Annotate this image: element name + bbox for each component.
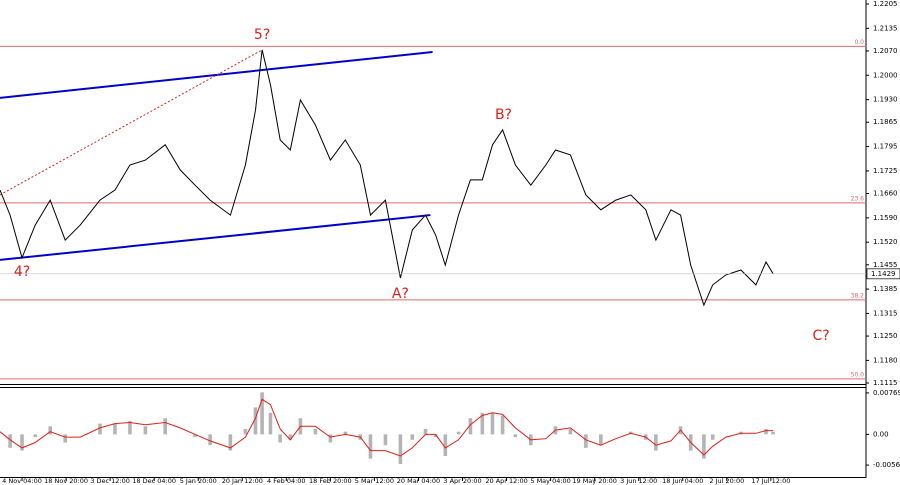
y-tick-label: 1.1250 [873,332,898,340]
y-tick-label: 1.1180 [873,356,898,364]
osc-bar [163,418,167,435]
y-tick-label: 1.1795 [873,143,898,151]
y-tick-label: 1.1660 [873,190,898,198]
osc-bar [143,426,148,435]
osc-bar [260,392,264,435]
y-tick-label: 1.2070 [873,47,898,55]
osc-bar [268,412,273,435]
osc-bar [33,434,38,438]
wave-label: C? [812,328,829,344]
current-price-box [866,268,900,280]
osc-bar [368,434,373,459]
osc-bar [48,426,53,435]
y-tick-label: 1.2000 [873,71,898,79]
y-tick-label: 1.1385 [873,285,898,293]
osc-bar [410,434,415,440]
osc-bar [702,434,706,459]
osc-bar [63,434,67,443]
osc-bar [328,434,333,443]
x-tick-label: 20 Mar 04:00 [397,477,440,485]
trendline [0,49,263,196]
y-tick-label: 1.1930 [873,96,898,104]
x-tick-label: 3 Apr 20:00 [443,477,481,485]
osc-bar [193,434,197,438]
osc-bar [764,428,768,435]
fib-level-label: 0.0 [854,39,864,46]
osc-bar [433,434,438,438]
osc-bar [513,434,518,438]
osc-bar [8,434,12,448]
x-tick-label: 18 Nov 20:00 [44,477,88,485]
x-tick-label: 18 Feb 20:00 [309,477,352,485]
x-tick-label: 20 Apr 12:00 [485,477,527,485]
osc-bar [113,423,117,435]
osc-y-tick-label: -0.00569 [873,461,900,469]
osc-bar [343,431,348,435]
osc-bar [480,412,485,435]
osc-bar [468,418,473,435]
current-price-label: 1.1429 [871,270,896,278]
x-tick-label: 5 May 04:00 [530,477,570,485]
osc-bar [383,434,388,446]
osc-bar [771,431,775,435]
x-tick-label: 3 Jun 12:00 [620,477,657,485]
wave-label: A? [392,286,409,302]
x-tick-label: 17 Jul 12:00 [751,477,790,485]
price-line [0,49,774,307]
x-tick-label: 18 Jun 04:00 [662,477,703,485]
osc-bar [584,434,588,448]
y-tick-label: 1.1865 [873,118,898,126]
x-tick-label: 19 May 20:00 [572,477,617,485]
wave-label: 5? [254,27,270,43]
osc-signal [0,398,774,457]
osc-bar [710,434,715,440]
y-tick-label: 1.1315 [873,309,898,317]
x-tick-label: 18 Dec 04:00 [132,477,176,485]
osc-bar [456,431,461,435]
x-tick-label: 4 Feb 04:00 [267,477,306,485]
osc-bar [568,428,573,435]
osc-bar [98,423,102,435]
fib-level-label: 50.0 [851,371,865,378]
y-tick-label: 1.2205 [873,0,898,8]
x-tick-label: 2 Jul 20:00 [709,477,744,485]
osc-bar [443,434,448,456]
osc-bar [288,434,293,440]
fib-level-label: 38.2 [851,292,865,299]
trendline [0,214,431,261]
wave-label: 4? [14,264,30,280]
osc-y-tick-label: 0.00 [873,430,889,438]
osc-bar [278,434,282,443]
osc-bar [490,412,495,435]
osc-bar [208,434,212,446]
osc-bar [654,434,658,451]
x-tick-label: 4 Nov 04:00 [2,477,42,485]
x-tick-label: 5 Jan 20:00 [180,477,217,485]
y-tick-label: 1.1115 [873,379,898,387]
osc-y-tick-label: 0.00769 [873,389,900,397]
y-tick-label: 1.1520 [873,238,898,246]
osc-bar [128,420,132,435]
osc-bar [253,407,258,435]
trendline [0,50,433,99]
y-tick-label: 1.2135 [873,24,898,32]
y-tick-label: 1.1455 [873,261,898,269]
x-tick-label: 3 Dec 12:00 [90,477,130,485]
osc-bar [313,428,318,435]
y-tick-label: 1.1725 [873,167,898,175]
osc-bar [599,434,603,446]
x-tick-label: 5 Mar 12:00 [355,477,394,485]
osc-bar [398,434,403,465]
y-tick-label: 1.1590 [873,214,898,222]
fib-level-label: 23.6 [851,195,865,202]
wave-label: B? [495,107,512,123]
osc-bar [228,434,233,451]
osc-bar [423,428,428,435]
osc-bar [500,415,505,435]
osc-bar [243,428,248,435]
osc-bar [20,434,24,451]
x-tick-label: 20 Jan 12:00 [222,477,263,485]
